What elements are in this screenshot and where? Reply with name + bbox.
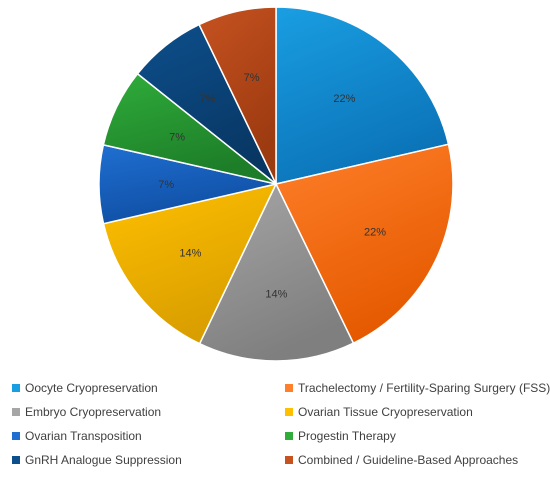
data-label-combined-guideline-based-approaches: 7%: [244, 72, 260, 84]
legend-label: Progestin Therapy: [298, 429, 396, 443]
legend-label: Combined / Guideline-Based Approaches: [298, 453, 519, 467]
legend-swatch: [285, 384, 293, 392]
legend-swatch: [285, 408, 293, 416]
legend-item-combined-guideline-based-approaches: Combined / Guideline-Based Approaches: [285, 452, 542, 468]
legend-label: Ovarian Tissue Cryopreservation: [298, 405, 473, 419]
legend-item-oocyte-cryopreservation: Oocyte Cryopreservation: [12, 380, 285, 396]
legend-label: Trachelectomy / Fertility-Sparing Surger…: [298, 381, 550, 395]
legend-label: GnRH Analogue Suppression: [25, 453, 182, 467]
legend-item-ovarian-transposition: Ovarian Transposition: [12, 428, 285, 444]
pie-slice-oocyte-cryopreservation: [275, 6, 450, 185]
legend-swatch: [12, 408, 20, 416]
data-label-oocyte-cryopreservation: 22%: [333, 93, 355, 105]
legend-swatch: [285, 432, 293, 440]
data-label-ovarian-tissue-cryopreservation: 14%: [179, 248, 201, 260]
legend-item-gnrh-analogue-suppression: GnRH Analogue Suppression: [12, 452, 285, 468]
pie-slice-embryo-cryopreservation: [198, 182, 355, 362]
pie-slice-combined-guideline-based-approaches: [198, 6, 277, 185]
legend-item-embryo-cryopreservation: Embryo Cryopreservation: [12, 404, 285, 420]
data-label-ovarian-transposition: 7%: [158, 179, 174, 191]
legend-swatch: [12, 432, 20, 440]
legend-swatch: [285, 456, 293, 464]
legend-item-progestin-therapy: Progestin Therapy: [285, 428, 542, 444]
pie-chart: 22% 22% 14% 14% 7% 7% 7% 7%: [98, 6, 454, 362]
legend-label: Ovarian Transposition: [25, 429, 142, 443]
data-label-embryo-cryopreservation: 14%: [265, 289, 287, 301]
pie-slices: [98, 6, 454, 362]
chart-legend: Oocyte Cryopreservation Trachelectomy / F…: [12, 380, 550, 468]
pie-data-labels: 22% 22% 14% 14% 7% 7% 7% 7%: [158, 72, 386, 301]
legend-item-ovarian-tissue-cryopreservation: Ovarian Tissue Cryopreservation: [285, 404, 542, 420]
data-label-gnrh-analogue-suppression: 7%: [200, 93, 216, 105]
data-label-progestin-therapy: 7%: [169, 131, 185, 143]
legend-swatch: [12, 384, 20, 392]
pie-slice-trachelectomy-fertility-sparing-surgery-fss: [274, 143, 454, 345]
pie-slice-ovarian-tissue-cryopreservation: [102, 182, 278, 345]
legend-item-trachelectomy-fertility-sparing-surgery-fss: Trachelectomy / Fertility-Sparing Surger…: [285, 380, 550, 396]
legend-label: Embryo Cryopreservation: [25, 405, 162, 419]
legend-label: Oocyte Cryopreservation: [25, 381, 158, 395]
legend-swatch: [12, 456, 20, 464]
data-label-trachelectomy-fertility-sparing-surgery-fss: 22%: [364, 226, 386, 238]
